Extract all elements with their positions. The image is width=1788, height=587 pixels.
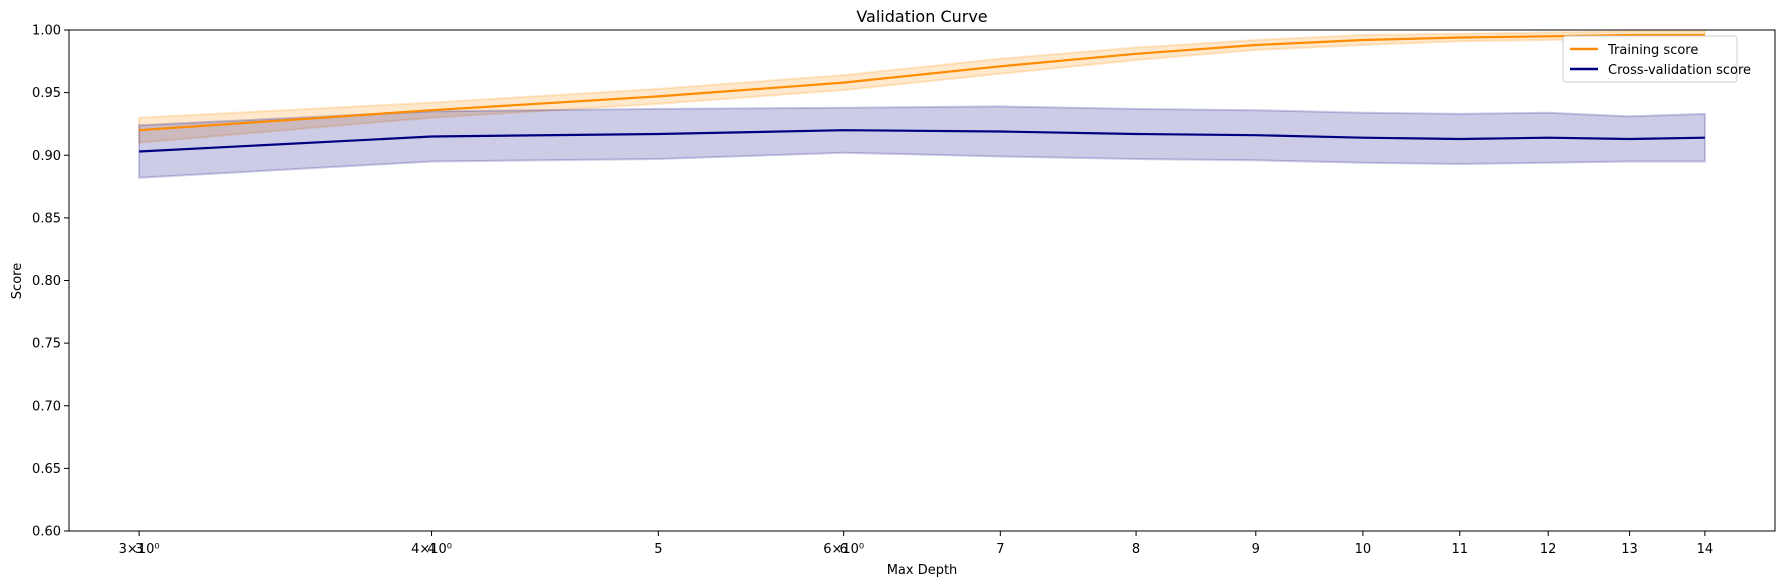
x-tick-label-2: 5 <box>654 542 662 557</box>
x-tick-label-8: 11 <box>1451 542 1468 557</box>
plot-frame <box>68 29 1776 532</box>
x-tick-label-0: 3×10⁰ <box>119 542 160 557</box>
legend-label-training: Training score <box>1607 43 1698 58</box>
series-line-0 <box>139 33 1705 132</box>
x-tick-label-5: 8 <box>1132 542 1140 557</box>
y-tick-label-7: 0.95 <box>32 86 61 101</box>
y-axis-label: Score <box>10 263 25 299</box>
x-axis-label: Max Depth <box>887 563 958 578</box>
x-tick-overlay-label-2: 6 <box>840 542 848 557</box>
y-tick-label-0: 0.60 <box>32 525 61 540</box>
series-line-1 <box>139 129 1705 153</box>
x-tick-label-7: 10 <box>1355 542 1372 557</box>
y-tick-label-3: 0.75 <box>32 337 61 352</box>
std-band-1 <box>138 105 1706 179</box>
y-axis: 0.60 0.65 0.70 0.75 0.80 0.85 0.90 0.95 1.00 <box>32 24 69 540</box>
series-lines <box>139 33 1705 153</box>
y-tick-label-8: 1.00 <box>32 24 61 39</box>
y-tick-label-2: 0.70 <box>32 399 61 414</box>
std-bands <box>138 30 1706 179</box>
x-tick-label-10: 13 <box>1621 542 1638 557</box>
x-tick-label-9: 12 <box>1540 542 1557 557</box>
plot-area <box>68 29 1776 532</box>
legend-label-cv: Cross-validation score <box>1608 63 1751 78</box>
x-tick-label-4: 7 <box>996 542 1004 557</box>
x-tick-overlay-label-0: 3 <box>135 542 143 557</box>
y-tick-label-6: 0.90 <box>32 149 61 164</box>
legend: Training score Cross-validation score <box>1562 35 1751 83</box>
y-tick-label-4: 0.80 <box>32 274 61 289</box>
y-tick-label-5: 0.85 <box>32 211 61 226</box>
x-tick-label-11: 14 <box>1697 542 1714 557</box>
x-tick-label-6: 9 <box>1252 542 1260 557</box>
x-tick-label-1: 4×10⁰ <box>411 542 452 557</box>
x-tick-overlay-label-1: 4 <box>427 542 435 557</box>
x-tick-label-3: 6×10⁰ <box>823 542 864 557</box>
chart-title: Validation Curve <box>856 7 987 26</box>
legend-box <box>1562 35 1738 83</box>
x-axis: 3×10⁰ 4×10⁰ 5 6×10⁰ 7 8 9 10 11 12 13 14 3 4 6 <box>119 531 1713 557</box>
y-tick-label-1: 0.65 <box>32 462 61 477</box>
